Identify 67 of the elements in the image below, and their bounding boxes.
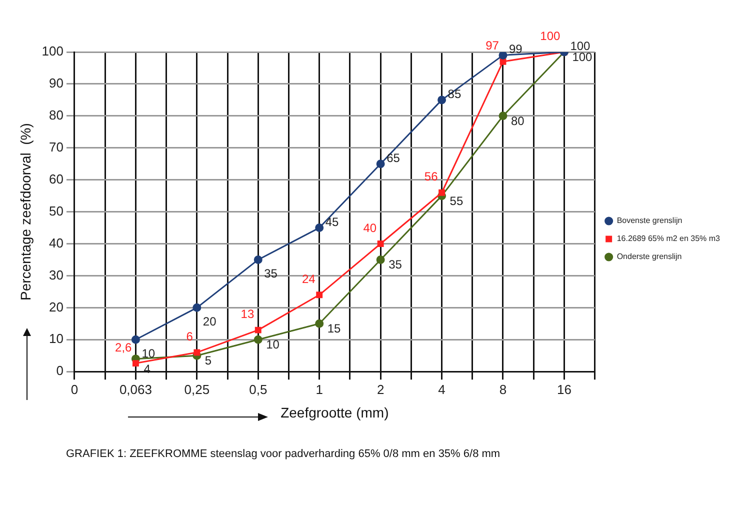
point [438, 189, 446, 196]
data-label: 99 [508, 42, 523, 56]
data-label: 40 [363, 220, 377, 235]
x-tick-label: 0,5 [249, 382, 268, 397]
data-label: 100 [570, 39, 591, 53]
point [498, 112, 508, 120]
legend-label: Bovenste grenslijn [616, 216, 682, 226]
point [254, 335, 262, 344]
x-tick-label: 1 [316, 382, 323, 397]
point [377, 240, 384, 247]
data-label: 100 [572, 50, 593, 64]
y-tick-label: 30 [49, 267, 64, 282]
point [498, 52, 508, 60]
legend-label: 16.2689 65% m2 en 35% m3 [616, 234, 721, 244]
y-tick-label: 80 [49, 108, 64, 122]
point [132, 360, 139, 367]
y-tick-label: 50 [49, 203, 64, 218]
x-tick-label: 8 [499, 382, 507, 397]
point [254, 255, 262, 264]
y-tick-label: 10 [49, 331, 64, 346]
data-label: 2,6 [115, 340, 132, 354]
point [131, 335, 140, 344]
data-label: 45 [325, 214, 340, 229]
data-label: 97 [486, 38, 500, 53]
x-axis-title: Zeefgrootte (mm) [280, 404, 389, 420]
x-tick-label: 4 [438, 382, 446, 397]
y-tick-label: 60 [49, 171, 64, 186]
point [315, 224, 324, 232]
x-tick-label: 2 [376, 382, 384, 397]
y-axis-title: Percentage zeefdoorval (%) [17, 123, 34, 301]
data-label: 65 [386, 150, 400, 165]
y-tick-label: 40 [49, 235, 64, 250]
data-label: 10 [142, 346, 156, 361]
point [254, 326, 262, 334]
data-label: 20 [202, 314, 217, 329]
data-label: 13 [240, 307, 254, 322]
data-label: 24 [302, 272, 316, 286]
y-tick-label: 100 [42, 44, 64, 59]
y-tick-label: 20 [49, 299, 64, 314]
data-label: 35 [264, 266, 278, 281]
x-tick-label: 0,25 [184, 382, 210, 397]
data-label: 55 [450, 194, 464, 208]
data-label: 85 [448, 86, 462, 101]
data-label: 10 [266, 338, 280, 352]
text: GRAFIEK 1: ZEEFKROMME steenslag voor padverharding 65% 0/8 mm en 35% 6/8 mm [66, 448, 500, 460]
legend-label: Onderste grenslijn [616, 252, 682, 262]
y-tick-label: 70 [49, 139, 64, 154]
data-label: 5 [204, 354, 212, 368]
data-label: 56 [424, 170, 438, 184]
data-label: 35 [388, 258, 402, 272]
data-label: 15 [327, 322, 342, 336]
y-tick-label: 90 [49, 76, 64, 91]
point [315, 319, 324, 328]
point [376, 160, 385, 168]
data-label: 100 [540, 29, 561, 43]
x-tick-label: 16 [556, 382, 572, 397]
point [316, 292, 323, 298]
point [192, 303, 202, 312]
x-tick-label: 0,063 [119, 382, 152, 397]
point [194, 349, 200, 356]
point [438, 96, 446, 104]
point [376, 255, 385, 264]
x-tick-label: 0 [70, 382, 78, 397]
data-label: 6 [186, 329, 194, 344]
point [500, 58, 506, 65]
y-tick-label: 0 [56, 363, 64, 378]
data-label: 80 [510, 114, 525, 128]
